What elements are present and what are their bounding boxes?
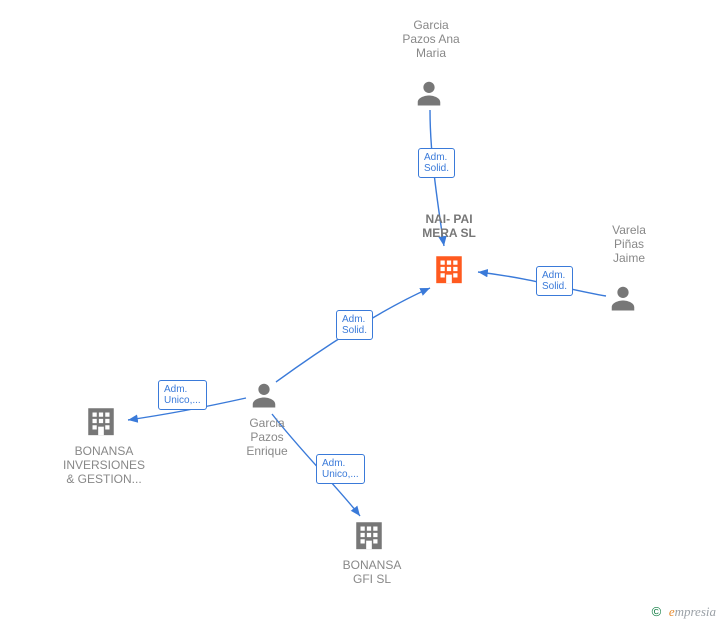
edge-label[interactable]: Adm. Solid. bbox=[418, 148, 455, 178]
edge-label[interactable]: Adm. Solid. bbox=[336, 310, 373, 340]
brand-rest: mpresia bbox=[675, 604, 716, 619]
node-label[interactable]: BONANSA INVERSIONES & GESTION... bbox=[56, 444, 152, 486]
edge-label[interactable]: Adm. Unico,... bbox=[158, 380, 207, 410]
node-label[interactable]: Garcia Pazos Enrique bbox=[232, 416, 302, 458]
node-label[interactable]: NAI- PAI MERA SL bbox=[404, 212, 494, 240]
building-icon[interactable] bbox=[84, 404, 118, 443]
node-label[interactable]: Varela Piñas Jaime bbox=[594, 223, 664, 265]
edge-label[interactable]: Adm. Unico,... bbox=[316, 454, 365, 484]
building-icon[interactable] bbox=[352, 518, 386, 557]
person-icon[interactable] bbox=[608, 283, 638, 318]
watermark: © empresia bbox=[652, 604, 716, 620]
person-icon[interactable] bbox=[414, 78, 444, 113]
node-label[interactable]: Garcia Pazos Ana Maria bbox=[396, 18, 466, 60]
edge-label[interactable]: Adm. Solid. bbox=[536, 266, 573, 296]
person-icon[interactable] bbox=[249, 380, 279, 415]
building-icon[interactable] bbox=[432, 252, 466, 291]
node-label[interactable]: BONANSA GFI SL bbox=[332, 558, 412, 586]
diagram-canvas: Garcia Pazos Ana Maria Varela Piñas Jaim… bbox=[0, 0, 728, 630]
copyright-symbol: © bbox=[652, 604, 662, 619]
